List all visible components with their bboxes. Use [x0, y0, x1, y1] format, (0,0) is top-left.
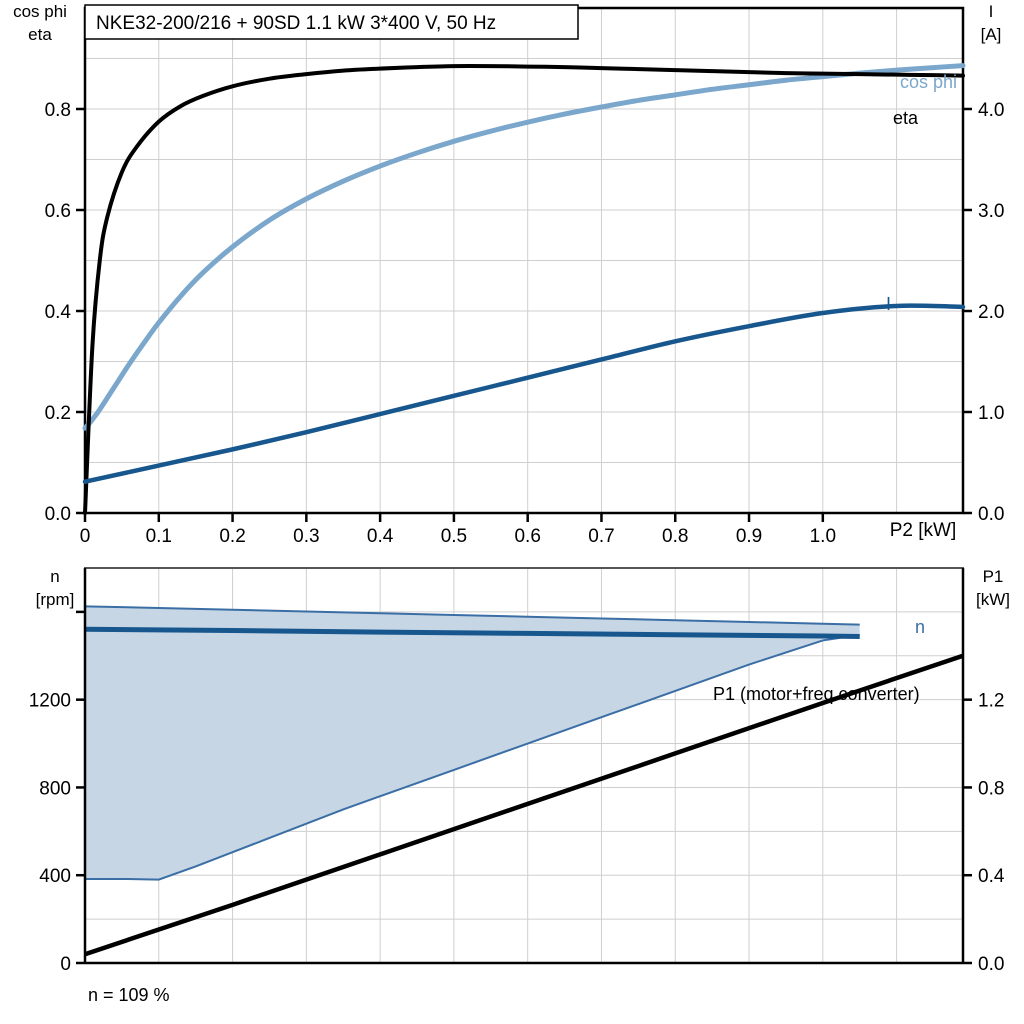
tick-label: 0.5 [441, 526, 467, 547]
tick-label: 1.2 [978, 691, 1004, 712]
tick-label: 0.4 [45, 302, 72, 323]
bottom-left-axis-title-line1: n [50, 567, 59, 586]
speed-series-label: n [915, 617, 925, 637]
tick-label: 0.4 [367, 526, 394, 547]
tick-label: 3.0 [978, 201, 1004, 222]
top-left-axis-title-line1: cos phi [13, 2, 67, 21]
speed-range-band [85, 606, 860, 879]
top-chart-y-left-tick-labels: 0.0 0.2 0.4 0.6 0.8 [45, 100, 72, 525]
tick-label: 0.3 [293, 526, 319, 547]
tick-label: 0.8 [978, 778, 1004, 799]
top-chart-y-right-tick-labels: 0.0 1.0 2.0 3.0 4.0 [978, 100, 1004, 525]
p1-series-label: P1 (motor+freq.converter) [713, 684, 920, 704]
tick-label: 0.0 [978, 504, 1004, 525]
tick-label: 0.0 [978, 954, 1004, 975]
tick-label: 0.4 [978, 866, 1005, 887]
tick-label: 0.8 [662, 526, 688, 547]
bottom-chart-y-left-tick-labels: 0 400 800 1200 [29, 691, 71, 975]
bottom-right-axis-title-line2: [kW] [976, 590, 1010, 609]
tick-label: 400 [39, 866, 71, 887]
top-right-axis-title-line2: [A] [981, 25, 1002, 44]
tick-label: 0.0 [45, 504, 71, 525]
bottom-right-axis-title-line1: P1 [983, 567, 1004, 586]
tick-label: 0 [80, 526, 91, 547]
tick-label: 1.0 [810, 526, 836, 547]
tick-label: 0.9 [736, 526, 762, 547]
tick-label: 4.0 [978, 100, 1004, 121]
tick-label: 0.1 [146, 526, 172, 547]
tick-label: 2.0 [978, 302, 1004, 323]
top-right-axis-title-line1: I [989, 2, 994, 21]
tick-label: 0.6 [45, 201, 71, 222]
cos-phi-series-label: cos phi [900, 72, 957, 92]
top-chart: cos phi eta I [A] NKE32-200/216 + 90SD 1… [13, 2, 1004, 547]
bottom-left-axis-title-line2: [rpm] [36, 590, 75, 609]
cos-phi-curve [85, 66, 963, 429]
current-series-label: I [886, 294, 891, 314]
speed-percentage-note: n = 109 % [88, 985, 170, 1005]
top-chart-tickmarks [76, 109, 972, 522]
tick-label: 0.2 [219, 526, 245, 547]
eta-curve [85, 66, 963, 513]
performance-curves-figure: cos phi eta I [A] NKE32-200/216 + 90SD 1… [0, 0, 1024, 1024]
tick-label: 0 [60, 954, 71, 975]
tick-label: 1200 [29, 691, 71, 712]
top-left-axis-title-line2: eta [28, 25, 52, 44]
top-x-axis-title: P2 [kW] [890, 520, 957, 541]
bottom-chart-y-right-tick-labels: 0.0 0.4 0.8 1.2 [978, 691, 1005, 975]
bottom-chart: n [rpm] P1 [kW] n P1 (motor+freq.convert… [29, 567, 1010, 1005]
tick-label: 0.7 [588, 526, 614, 547]
tick-label: 0.8 [45, 100, 71, 121]
top-chart-x-tick-labels: 0 0.1 0.2 0.3 0.4 0.5 0.6 0.7 0.8 0.9 1.0 [80, 526, 836, 547]
chart-title: NKE32-200/216 + 90SD 1.1 kW 3*400 V, 50 … [96, 13, 496, 34]
tick-label: 800 [39, 778, 71, 799]
tick-label: 1.0 [978, 403, 1004, 424]
tick-label: 0.2 [45, 403, 71, 424]
motor-performance-chart-page: cos phi eta I [A] NKE32-200/216 + 90SD 1… [0, 0, 1024, 1024]
current-curve [85, 306, 963, 482]
tick-label: 0.6 [514, 526, 540, 547]
eta-series-label: eta [893, 108, 919, 128]
